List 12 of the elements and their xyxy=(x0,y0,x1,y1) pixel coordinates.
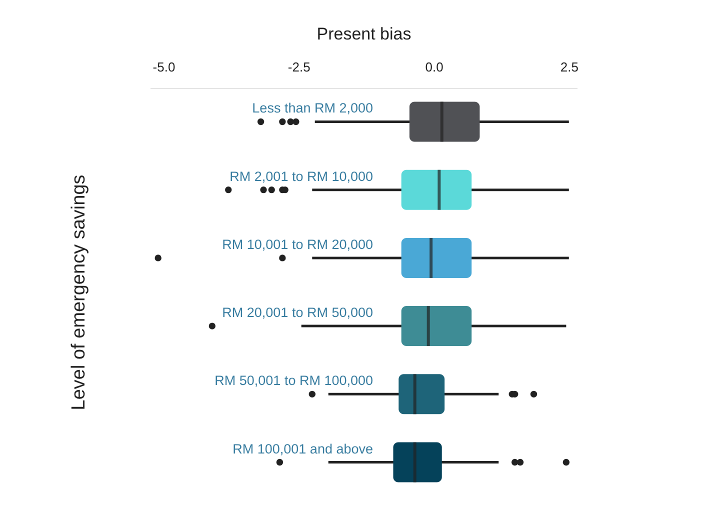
y-tick-label: RM 10,001 to RM 20,000 xyxy=(222,236,373,252)
x-axis-title: Present bias xyxy=(316,24,412,44)
x-tick-label: -5.0 xyxy=(152,60,176,74)
y-tick-label: RM 100,001 and above xyxy=(232,441,373,456)
x-tick-label: 0.0 xyxy=(425,60,444,74)
x-tick-label: 2.5 xyxy=(560,60,578,74)
y-tick-label: RM 50,001 to RM 100,000 xyxy=(214,373,373,388)
x-tick-label: -2.5 xyxy=(288,60,310,74)
y-tick-label: RM 20,001 to RM 50,000 xyxy=(222,305,373,320)
y-axis-title: Level of emergency savings xyxy=(68,174,90,410)
y-tick-label: RM 2,001 to RM 10,000 xyxy=(230,168,373,184)
y-tick-label: Less than RM 2,000 xyxy=(252,100,373,116)
